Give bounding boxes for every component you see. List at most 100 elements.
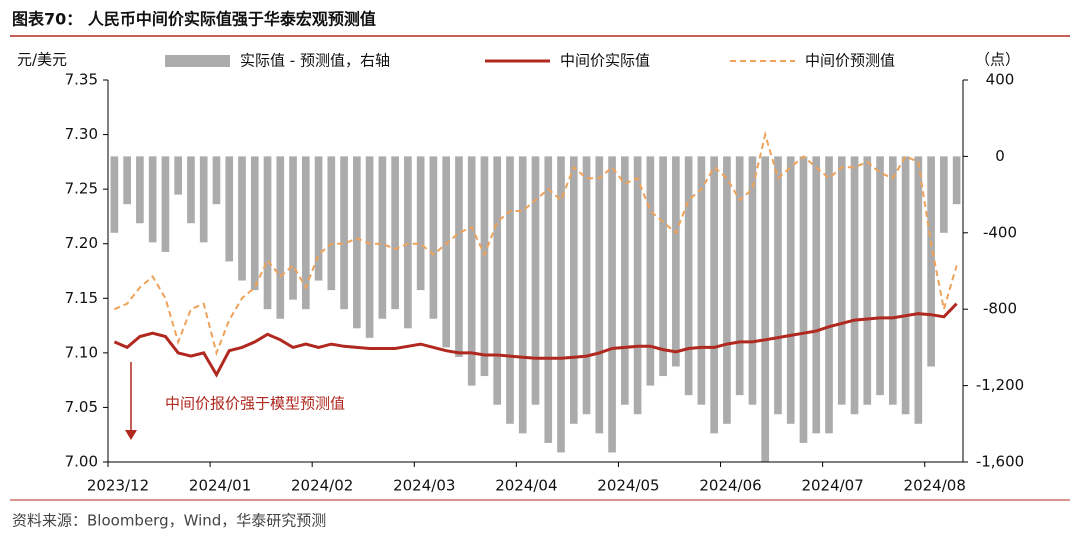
x-tick-label: 2024/05 <box>597 477 659 495</box>
bar <box>952 156 961 205</box>
bar <box>608 156 616 453</box>
bar <box>493 156 502 405</box>
bar <box>812 156 821 434</box>
y-axis-label: 元/美元 <box>17 51 67 69</box>
bar <box>710 156 718 434</box>
line-series <box>113 302 958 378</box>
y2-tick-label: 400 <box>986 71 1015 89</box>
x-tick-label: 2024/06 <box>699 477 761 495</box>
bar <box>263 156 272 310</box>
y-tick-label: 7.25 <box>65 180 98 198</box>
bar <box>672 156 680 367</box>
legend-label: 中间价预测值 <box>805 52 895 70</box>
bar <box>850 156 859 415</box>
bar <box>569 156 578 424</box>
bar <box>825 156 833 434</box>
bar <box>557 156 565 453</box>
bar <box>238 156 246 281</box>
bar <box>940 156 948 233</box>
annotation: 中间价报价强于模型预测值 <box>165 395 345 413</box>
bar <box>378 156 387 319</box>
source: 资料来源：Bloomberg，Wind，华泰研究预测 <box>12 512 326 530</box>
bar <box>340 156 348 310</box>
x-tick-label: 2024/02 <box>291 477 353 495</box>
bar <box>646 156 655 386</box>
bar <box>876 156 884 396</box>
y-tick-label: 7.30 <box>65 125 98 143</box>
bar <box>442 156 450 348</box>
x-tick-label: 2024/07 <box>801 477 863 495</box>
line-series <box>114 130 958 357</box>
bar <box>455 156 463 357</box>
bar <box>595 156 604 434</box>
x-tick-label: 2024/03 <box>393 477 455 495</box>
bar <box>927 156 935 367</box>
bar <box>110 156 119 233</box>
bar <box>429 156 438 319</box>
bar <box>174 156 183 195</box>
y2-tick-label: -1,600 <box>976 453 1024 471</box>
bar <box>187 156 195 224</box>
bar <box>148 156 157 243</box>
y2-tick-label: -1,200 <box>976 376 1024 394</box>
legend-label: 实际值 - 预测值，右轴 <box>240 52 390 70</box>
bar <box>314 156 323 281</box>
bar <box>404 156 412 329</box>
bar <box>276 156 285 319</box>
bar <box>761 156 770 462</box>
bar <box>735 156 744 396</box>
bar <box>863 156 872 405</box>
bar <box>518 156 527 434</box>
x-tick-label: 2024/01 <box>189 477 251 495</box>
annotation-arrowhead <box>125 430 137 440</box>
y-tick-label: 7.35 <box>65 71 98 89</box>
bar <box>659 156 667 377</box>
bar <box>748 156 757 405</box>
y2-axis-label: （点） <box>975 51 1020 69</box>
y-tick-label: 7.20 <box>65 234 98 252</box>
y-tick-label: 7.00 <box>65 453 98 471</box>
bar <box>837 156 846 405</box>
bar <box>199 156 208 243</box>
bar <box>123 156 131 205</box>
bar <box>914 156 923 424</box>
y-tick-label: 7.15 <box>65 289 98 307</box>
bar <box>531 156 540 405</box>
bar <box>786 156 795 424</box>
bar <box>684 156 693 396</box>
bar <box>544 156 553 443</box>
bar <box>467 156 476 386</box>
bar <box>697 156 706 405</box>
legend-swatch <box>165 55 230 67</box>
bar <box>365 156 374 338</box>
x-tick-label: 2024/08 <box>904 477 966 495</box>
bar <box>301 156 310 310</box>
x-tick-label: 2023/12 <box>87 477 149 495</box>
bar <box>901 156 910 415</box>
y2-tick-label: -800 <box>983 300 1017 318</box>
y-tick-label: 7.05 <box>65 398 98 416</box>
bar <box>391 156 399 310</box>
bar <box>888 156 897 405</box>
bar <box>582 156 591 415</box>
bar <box>633 156 642 415</box>
bar <box>225 156 234 262</box>
bar <box>353 156 361 329</box>
bar <box>621 156 629 405</box>
y-tick-label: 7.10 <box>65 343 98 361</box>
bar <box>289 156 297 300</box>
x-tick-label: 2024/04 <box>495 477 557 495</box>
bar <box>480 156 489 377</box>
bar <box>327 156 336 291</box>
bar <box>212 156 221 205</box>
bar <box>161 156 170 252</box>
chart-title: 图表70： 人民币中间价实际值强于华泰宏观预测值 <box>12 10 376 29</box>
y2-tick-label: 0 <box>995 147 1005 165</box>
legend-label: 中间价实际值 <box>560 52 650 70</box>
bar <box>799 156 808 443</box>
bar <box>506 156 514 424</box>
bar <box>774 156 782 415</box>
bar <box>416 156 425 291</box>
bar <box>723 156 731 424</box>
